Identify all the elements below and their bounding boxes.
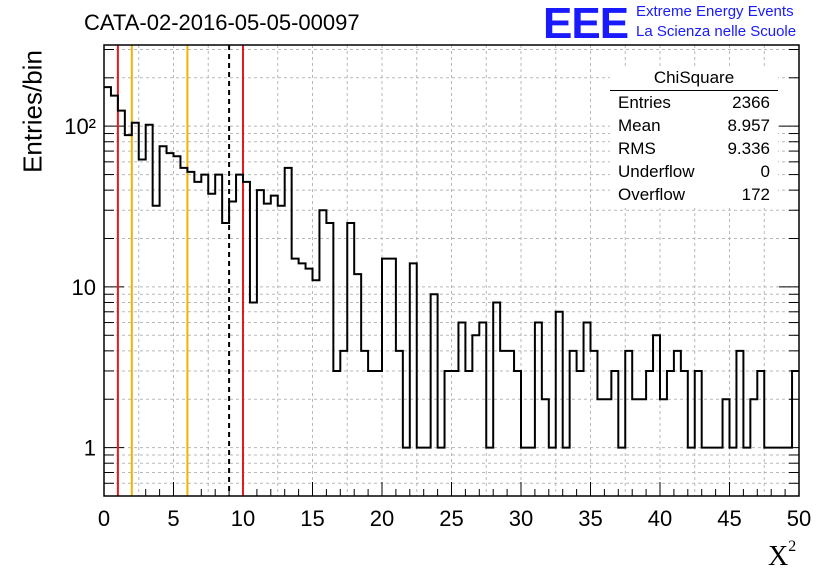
y-tick-label: 10² bbox=[64, 114, 96, 139]
y-tick-label: 10 bbox=[72, 275, 96, 300]
x-tick-label: 30 bbox=[509, 506, 533, 531]
stat-value: 9.336 bbox=[727, 139, 770, 158]
stats-title: ChiSquare bbox=[653, 68, 735, 87]
stat-row-overflow: Overflow 172 bbox=[618, 185, 770, 207]
x-axis-label: X2 bbox=[768, 538, 797, 572]
x-tick-label: 50 bbox=[787, 506, 811, 531]
stat-value: 0 bbox=[760, 162, 770, 181]
histogram-series bbox=[104, 86, 799, 449]
x-tick-label: 0 bbox=[98, 506, 110, 531]
x-tick-label: 5 bbox=[167, 506, 179, 531]
y-axis-label: Entries/bin bbox=[17, 50, 48, 173]
stat-value: 2366 bbox=[732, 93, 770, 112]
stat-label: RMS bbox=[618, 139, 656, 158]
x-tick-label: 10 bbox=[231, 506, 255, 531]
eee-logo: EEE bbox=[543, 0, 629, 48]
stat-row-entries: Entries 2366 bbox=[618, 93, 770, 115]
stats-box: ChiSquare Entries 2366 Mean 8.957 RMS 9.… bbox=[610, 66, 778, 208]
stats-divider bbox=[610, 90, 778, 91]
logo-line-2: La Scienza nelle Scuole bbox=[636, 23, 797, 40]
x-tick-label: 15 bbox=[300, 506, 324, 531]
y-tick-label: 1 bbox=[84, 436, 96, 461]
logo-line-1: Extreme Energy Events bbox=[636, 3, 794, 20]
stat-label: Underflow bbox=[618, 162, 695, 181]
stat-value: 172 bbox=[741, 185, 770, 204]
stat-label: Overflow bbox=[618, 185, 686, 204]
stat-row-underflow: Underflow 0 bbox=[618, 162, 770, 184]
x-tick-label: 35 bbox=[578, 506, 602, 531]
stat-row-rms: RMS 9.336 bbox=[618, 139, 770, 161]
y-tick-labels: 1 10 10² bbox=[64, 114, 96, 460]
marker-lines bbox=[116, 45, 244, 496]
stat-row-mean: Mean 8.957 bbox=[618, 116, 770, 138]
stat-label: Entries bbox=[618, 93, 671, 112]
x-tick-label: 45 bbox=[717, 506, 741, 531]
chart-title: CATA-02-2016-05-05-00097 bbox=[84, 10, 360, 35]
x-tick-label: 20 bbox=[370, 506, 394, 531]
plot-frame bbox=[103, 44, 800, 497]
x-tick-labels: 0 5 10 15 20 25 30 35 40 45 50 bbox=[98, 506, 811, 531]
stat-value: 8.957 bbox=[727, 116, 770, 135]
x-tick-label: 40 bbox=[648, 506, 672, 531]
stat-label: Mean bbox=[618, 116, 661, 135]
x-tick-label: 25 bbox=[439, 506, 463, 531]
